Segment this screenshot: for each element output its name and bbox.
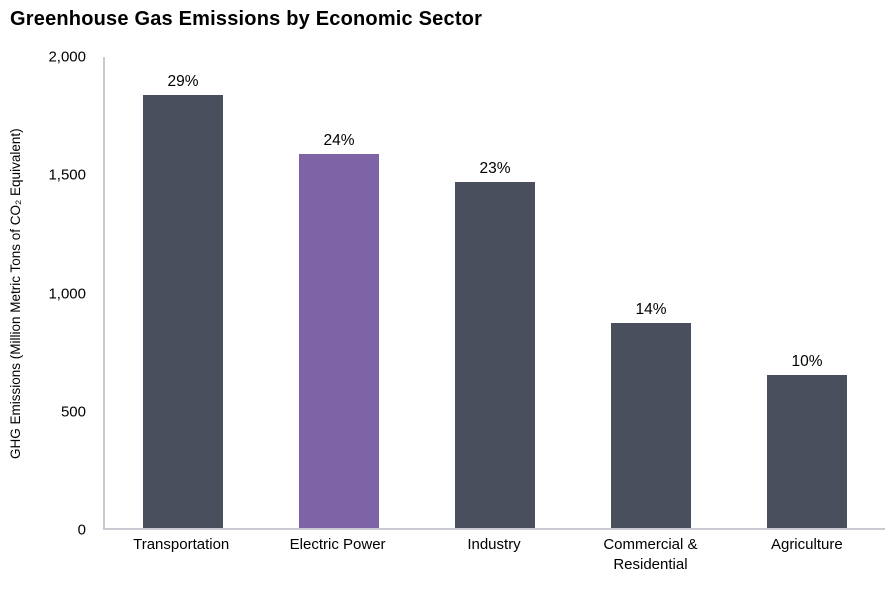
bar-column-transportation: 29% (105, 57, 261, 528)
bar: 14% (611, 301, 691, 528)
bar: 23% (455, 160, 535, 528)
y-tick-label: 1,500 (48, 166, 86, 184)
x-axis-labels: Transportation Electric Power Industry Comm… (103, 535, 885, 574)
bar-value-label: 14% (635, 301, 667, 319)
bar: 29% (143, 73, 223, 528)
plot-columns: 29% 24% 23% 14% 10% (105, 57, 885, 528)
x-axis-label: Transportation (133, 536, 230, 553)
bar-value-label: 29% (167, 72, 199, 90)
chart-title: Greenhouse Gas Emissions by Economic Sec… (10, 8, 483, 30)
x-axis-label: Electric Power (289, 536, 386, 553)
bar-column-electric-power: 24% (261, 57, 417, 528)
y-tick-label: 1,000 (48, 285, 86, 302)
plot-area: 29% 24% 23% 14% 10% (103, 57, 885, 530)
bar-column-commercial-residential: 14% (573, 57, 729, 528)
x-axis-label: Industry (467, 536, 521, 553)
y-axis-ticks: 0 500 1,000 1,500 2,000 (0, 49, 96, 539)
bar-column-industry: 23% (417, 57, 573, 528)
x-axis-label: Agriculture (770, 536, 843, 553)
y-tick-label: 0 (77, 521, 86, 539)
y-tick-label: 500 (60, 403, 86, 421)
bar: 24% (299, 132, 379, 528)
bar-value-label: 24% (323, 131, 355, 149)
bar: 10% (767, 353, 847, 528)
bar-value-label: 23% (479, 159, 511, 177)
y-tick-label: 2,000 (48, 48, 86, 66)
x-axis-label: Commercial & Residential (603, 536, 698, 573)
bar-value-label: 10% (791, 352, 823, 370)
bar-column-agriculture: 10% (729, 57, 885, 528)
